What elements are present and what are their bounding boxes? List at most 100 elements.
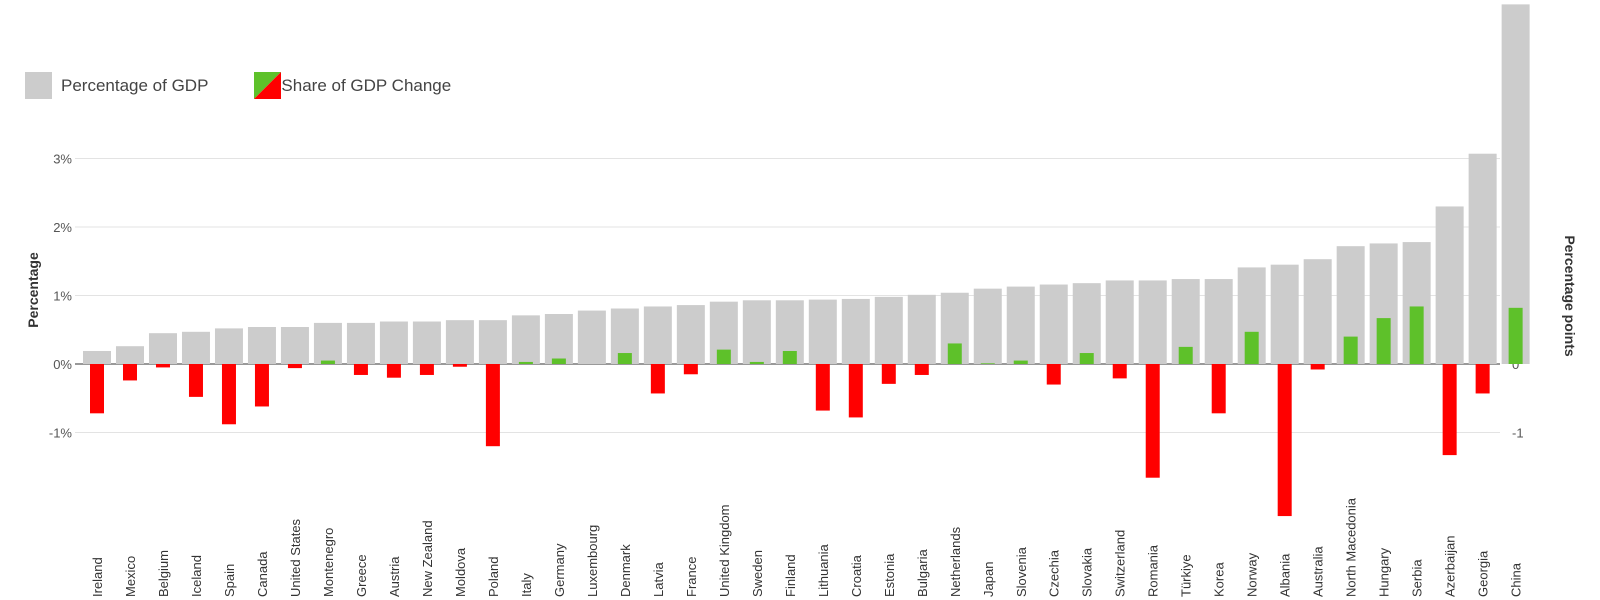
bar-gdp[interactable] [1501, 4, 1530, 364]
bar-gdp[interactable] [1072, 283, 1101, 364]
bar-gdp[interactable] [1303, 259, 1332, 364]
x-tick-label: Romania [1146, 544, 1161, 597]
bar-gdp[interactable] [742, 300, 771, 364]
bar-change[interactable] [1508, 307, 1523, 364]
bar-change[interactable] [551, 358, 566, 364]
bar-change[interactable] [683, 364, 698, 375]
bar-gdp[interactable] [544, 313, 573, 364]
x-tick-label: Montenegro [321, 528, 336, 597]
x-tick-label: Austria [387, 556, 402, 597]
bar-gdp[interactable] [346, 322, 375, 364]
bar-change[interactable] [122, 364, 137, 381]
bar-gdp[interactable] [1270, 264, 1299, 364]
bar-gdp[interactable] [643, 306, 672, 364]
bar-change[interactable] [1211, 364, 1226, 414]
bar-change[interactable] [320, 360, 335, 364]
bar-change[interactable] [1145, 364, 1160, 478]
y-tick-left: 1% [53, 289, 72, 304]
bar-change[interactable] [386, 364, 401, 378]
bar-change[interactable] [90, 364, 104, 414]
bar-gdp[interactable] [313, 322, 342, 364]
bar-change[interactable] [1244, 331, 1259, 364]
bar-change[interactable] [221, 364, 236, 425]
bar-gdp[interactable] [907, 294, 936, 364]
x-tick-label: United Kingdom [717, 505, 732, 598]
bar-gdp[interactable] [379, 321, 408, 364]
bar-change[interactable] [1376, 318, 1391, 364]
bar-gdp[interactable] [115, 346, 144, 364]
bar-gdp[interactable] [412, 321, 441, 364]
bar-change[interactable] [1343, 336, 1358, 364]
x-tick-label: Türkiye [1179, 554, 1194, 597]
bar-gdp[interactable] [280, 327, 309, 364]
bar-change[interactable] [155, 364, 170, 368]
bar-change[interactable] [1442, 364, 1457, 456]
legend-item-gdp[interactable]: Percentage of GDP [25, 72, 208, 99]
bar-change[interactable] [1475, 364, 1490, 394]
bar-gdp[interactable] [841, 298, 870, 364]
bar-gdp[interactable] [973, 288, 1002, 364]
change-swatch [254, 72, 282, 99]
bar-change[interactable] [287, 364, 302, 369]
bar-gdp[interactable] [478, 320, 507, 364]
bar-gdp[interactable] [676, 305, 705, 364]
bar-change[interactable] [1046, 364, 1061, 385]
bar-change[interactable] [881, 364, 896, 384]
x-tick-label: Denmark [618, 544, 633, 597]
y-tick-left: 0% [53, 357, 72, 372]
bar-change[interactable] [452, 364, 467, 367]
bar-change[interactable] [485, 364, 500, 447]
bar-change[interactable] [617, 353, 632, 364]
bar-gdp[interactable] [83, 350, 111, 364]
x-tick-label: Germany [552, 543, 567, 597]
bar-change[interactable] [914, 364, 929, 375]
x-tick-label: Norway [1245, 552, 1260, 597]
bar-gdp[interactable] [1204, 279, 1233, 364]
bar-gdp[interactable] [445, 320, 474, 364]
bar-gdp[interactable] [1006, 286, 1035, 364]
x-tick-label: Slovenia [1014, 546, 1029, 597]
bar-gdp[interactable] [577, 310, 606, 364]
legend-item-change[interactable]: Share of GDP Change [254, 72, 451, 99]
bar-gdp[interactable] [214, 328, 243, 364]
bar-change[interactable] [815, 364, 830, 411]
bar-change[interactable] [848, 364, 863, 418]
bar-gdp[interactable] [1468, 153, 1497, 364]
bar-change[interactable] [749, 361, 764, 364]
x-tick-label: Iceland [189, 555, 204, 597]
bar-change[interactable] [353, 364, 368, 375]
bar-change[interactable] [1310, 364, 1325, 370]
bar-gdp[interactable] [1138, 280, 1167, 364]
bar-gdp[interactable] [247, 327, 276, 364]
bar-change[interactable] [782, 350, 797, 364]
bar-change[interactable] [716, 349, 731, 364]
bar-change[interactable] [1079, 353, 1094, 364]
x-tick-label: Bulgaria [915, 549, 930, 597]
bar-change[interactable] [518, 361, 533, 364]
x-tick-label: Netherlands [948, 526, 963, 597]
bar-gdp[interactable] [181, 331, 210, 364]
bar-change[interactable] [1013, 360, 1028, 364]
x-tick-label: Slovakia [1080, 547, 1095, 597]
bar-change[interactable] [188, 364, 203, 397]
bar-gdp[interactable] [1435, 206, 1464, 364]
x-tick-label: Hungary [1377, 547, 1392, 597]
y-axis-title-left: Percentage [25, 252, 41, 328]
bar-change[interactable] [980, 363, 995, 364]
bar-change[interactable] [254, 364, 269, 407]
bar-change[interactable] [1112, 364, 1127, 379]
bar-gdp[interactable] [874, 296, 903, 364]
bar-gdp[interactable] [148, 333, 177, 364]
bar-gdp[interactable] [1039, 284, 1068, 364]
bar-gdp[interactable] [1105, 280, 1134, 364]
bar-change[interactable] [419, 364, 434, 375]
x-tick-label: Ireland [90, 557, 105, 597]
x-tick-label: Greece [354, 554, 369, 597]
bar-gdp[interactable] [808, 299, 837, 364]
bar-gdp[interactable] [511, 315, 540, 364]
bar-change[interactable] [1277, 364, 1292, 517]
bar-change[interactable] [1178, 346, 1193, 364]
bar-change[interactable] [650, 364, 665, 394]
bar-change[interactable] [947, 343, 962, 364]
bar-change[interactable] [1409, 306, 1424, 364]
